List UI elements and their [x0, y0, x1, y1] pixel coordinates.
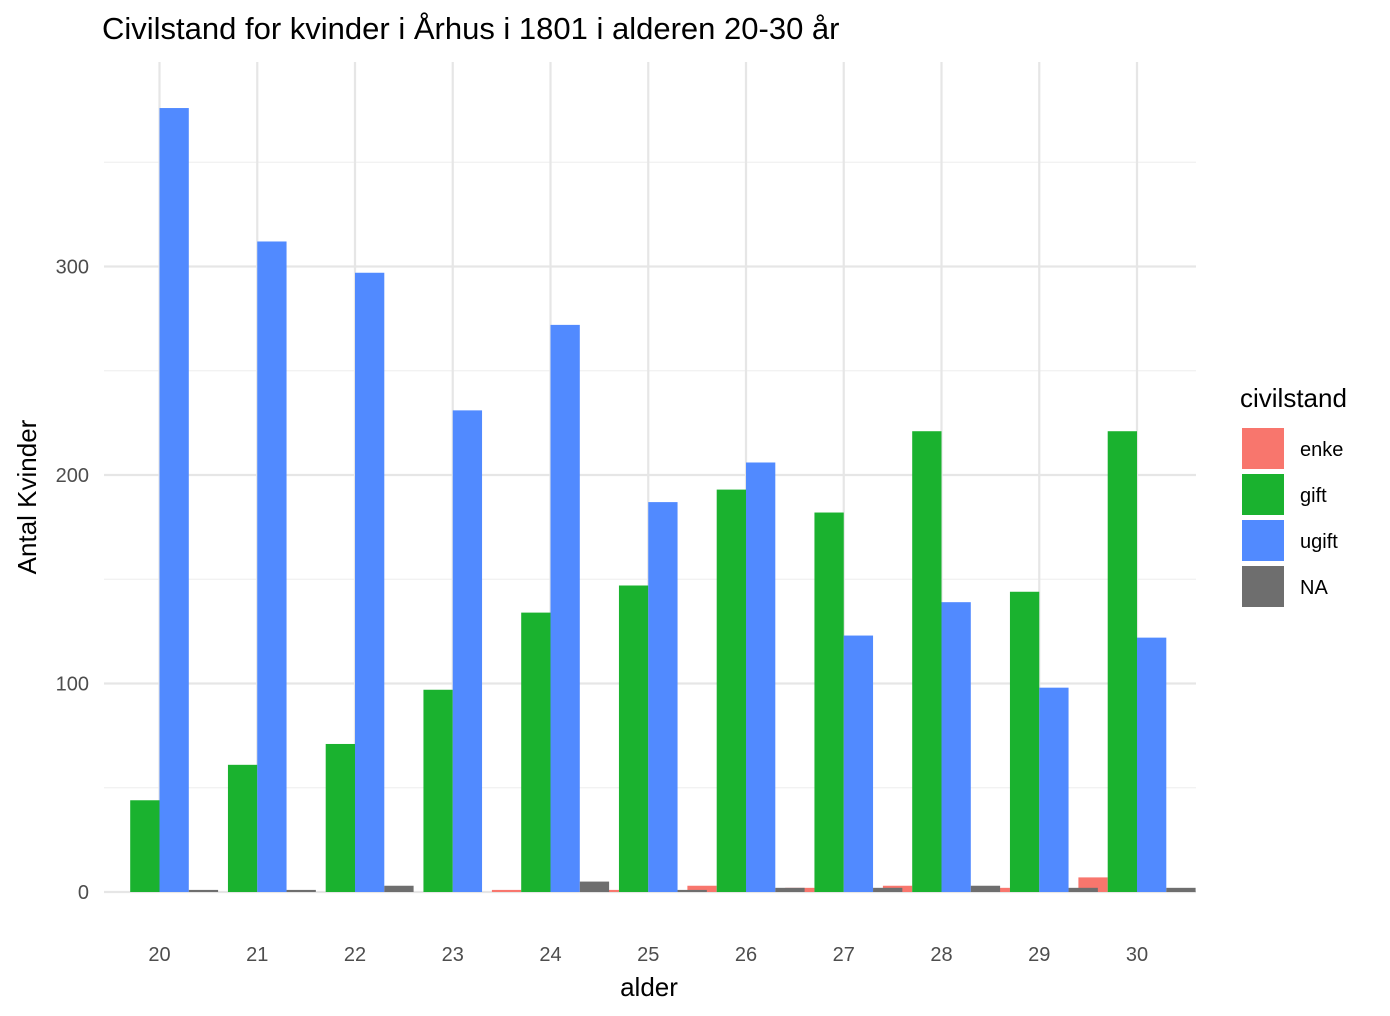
bar-gift-27	[814, 512, 844, 892]
bar-na-28	[970, 885, 1001, 892]
bar-gift-25	[618, 585, 649, 892]
legend-label-gift: gift	[1300, 485, 1327, 507]
x-tick-label: 24	[539, 944, 561, 966]
legend-title: civilstand	[1240, 383, 1347, 413]
legend-key-enke	[1242, 428, 1284, 469]
bar-ugift-29	[1039, 687, 1069, 892]
bar-ugift-27	[843, 635, 874, 892]
bar-gift-23	[423, 689, 453, 892]
x-tick-label: 30	[1126, 944, 1148, 966]
bar-na-20	[188, 889, 219, 892]
legend: civilstand enke gift ugift NA	[1240, 383, 1347, 607]
x-tick-label: 25	[637, 944, 659, 966]
bar-na-22	[384, 885, 414, 892]
bar-gift-26	[716, 489, 746, 892]
bar-enke-24	[491, 889, 522, 892]
bar-gift-24	[521, 612, 551, 892]
y-tick-label: 0	[78, 882, 89, 904]
x-tick-label: 27	[833, 944, 855, 966]
x-axis-ticks: 20 21 22 23 24 25 26 27 28 29 30	[148, 944, 1148, 966]
legend-key-na	[1242, 566, 1284, 607]
y-tick-label: 200	[56, 465, 89, 487]
y-axis-title: Antal Kvinder	[12, 419, 42, 574]
bar-na-21	[286, 889, 316, 892]
x-tick-label: 20	[148, 944, 170, 966]
y-tick-label: 300	[56, 257, 89, 279]
legend-label-enke: enke	[1300, 439, 1343, 461]
bar-ugift-21	[257, 241, 287, 893]
bar-ugift-25	[648, 502, 678, 892]
bar-na-29	[1068, 887, 1098, 892]
x-tick-label: 21	[246, 944, 268, 966]
x-tick-label: 28	[930, 944, 952, 966]
bar-ugift-20	[159, 108, 189, 893]
legend-label-na: NA	[1300, 577, 1328, 599]
bar-enke-26	[687, 885, 717, 892]
bar-ugift-30	[1137, 637, 1167, 892]
legend-label-ugift: ugift	[1300, 531, 1338, 553]
y-axis-ticks: 0 100 200 300	[56, 257, 89, 905]
legend-key-gift	[1242, 474, 1284, 515]
bar-na-30	[1166, 887, 1196, 892]
bar-ugift-22	[355, 272, 385, 892]
bar-na-26	[775, 887, 805, 892]
bar-ugift-26	[746, 462, 776, 892]
bar-gift-22	[325, 743, 355, 892]
bar-ugift-28	[941, 602, 971, 892]
bar-na-27	[873, 887, 903, 892]
bar-ugift-23	[452, 410, 483, 892]
bar-gift-21	[227, 764, 258, 893]
bar-gift-29	[1009, 591, 1040, 892]
x-tick-label: 26	[735, 944, 757, 966]
bar-na-24	[579, 881, 610, 893]
bar-gift-30	[1107, 431, 1137, 892]
bar-gift-28	[912, 431, 942, 892]
bar-ugift-24	[550, 324, 580, 892]
legend-key-ugift	[1242, 520, 1284, 561]
x-tick-label: 29	[1028, 944, 1050, 966]
bars	[130, 108, 1196, 893]
x-tick-label: 22	[344, 944, 366, 966]
bar-na-25	[677, 889, 707, 892]
x-axis-title: alder	[620, 972, 678, 1002]
x-tick-label: 23	[442, 944, 464, 966]
chart-title: Civilstand for kvinder i Århus i 1801 i …	[102, 11, 840, 46]
y-tick-label: 100	[56, 674, 89, 696]
bar-gift-20	[130, 800, 160, 892]
